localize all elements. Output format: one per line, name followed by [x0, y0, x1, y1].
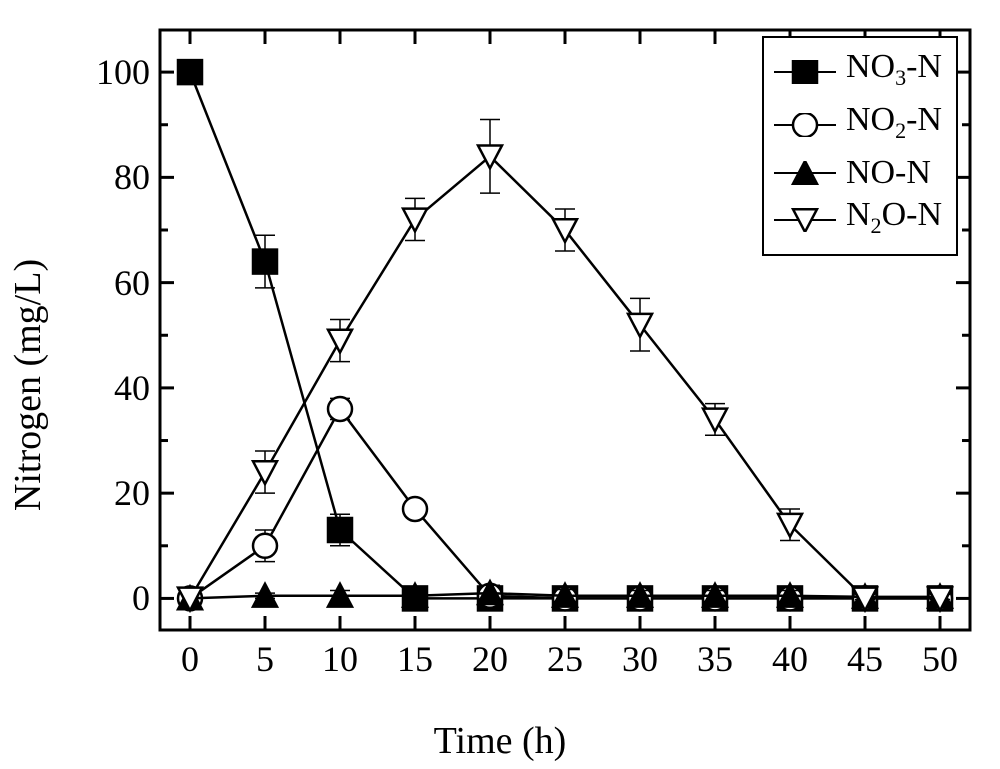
legend-swatch: [774, 161, 836, 185]
legend-swatch: [774, 60, 836, 84]
legend-item: NO2-N: [774, 99, 942, 152]
nitrogen-time-chart: Nitrogen (mg/L) Time (h) 051015202530354…: [0, 0, 1000, 769]
x-tick-label: 25: [547, 638, 583, 680]
legend-item: N2O-N: [774, 194, 942, 247]
x-tick-label: 10: [322, 638, 358, 680]
y-tick-label: 100: [96, 51, 150, 93]
x-tick-label: 15: [397, 638, 433, 680]
y-tick-label: 0: [132, 577, 150, 619]
x-tick-label: 20: [472, 638, 508, 680]
x-tick-label: 45: [847, 638, 883, 680]
legend-item: NO-N: [774, 152, 942, 194]
y-tick-label: 80: [114, 156, 150, 198]
y-tick-label: 20: [114, 472, 150, 514]
x-tick-label: 40: [772, 638, 808, 680]
x-tick-label: 50: [922, 638, 958, 680]
legend: NO3-NNO2-NNO-NN2O-N: [762, 36, 958, 256]
y-tick-label: 60: [114, 262, 150, 304]
legend-swatch: [774, 208, 836, 232]
x-tick-label: 30: [622, 638, 658, 680]
x-tick-label: 35: [697, 638, 733, 680]
legend-label: NO3-N: [846, 46, 942, 99]
legend-label: NO-N: [846, 152, 931, 194]
y-tick-label: 40: [114, 367, 150, 409]
legend-label: NO2-N: [846, 99, 942, 152]
legend-label: N2O-N: [846, 194, 942, 247]
legend-swatch: [774, 113, 836, 137]
x-tick-label: 5: [256, 638, 274, 680]
legend-item: NO3-N: [774, 46, 942, 99]
x-tick-label: 0: [181, 638, 199, 680]
